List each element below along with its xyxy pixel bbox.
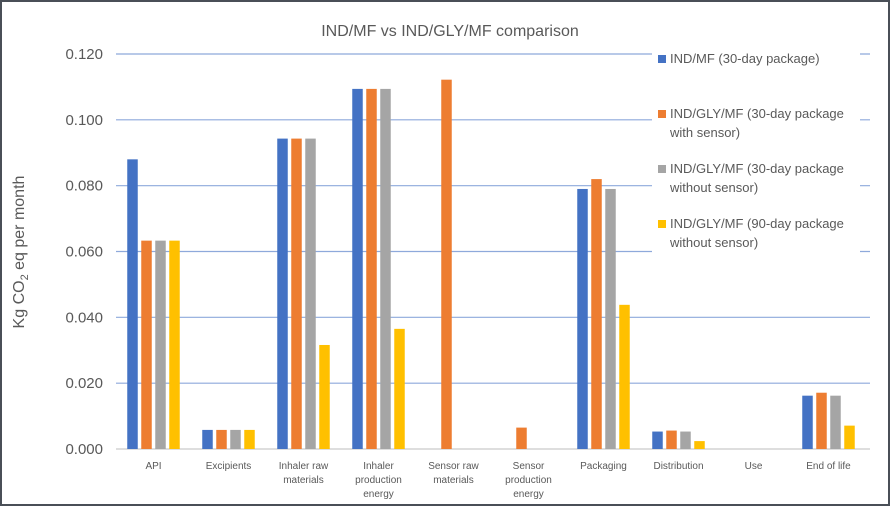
- legend-entry-line: with sensor): [669, 125, 740, 140]
- bar: [666, 430, 677, 449]
- x-tick-label-line: Excipients: [206, 461, 252, 472]
- bar: [141, 240, 152, 449]
- bar: [619, 304, 630, 449]
- bar: [230, 429, 241, 449]
- x-tick-label-line: energy: [513, 489, 544, 500]
- bar: [802, 395, 813, 449]
- x-tick-label-line: Distribution: [653, 461, 703, 472]
- x-tick-label-line: production: [355, 475, 402, 486]
- bar: [516, 427, 527, 449]
- legend-entry-line: IND/GLY/MF (90-day package: [670, 216, 844, 231]
- legend-entry-line: without sensor): [669, 235, 758, 250]
- x-tick-label-line: materials: [433, 475, 474, 486]
- bar: [830, 395, 841, 449]
- bar: [352, 88, 363, 450]
- x-tick-label-line: energy: [363, 489, 394, 500]
- bar: [155, 240, 166, 449]
- bar: [244, 429, 255, 449]
- bar: [577, 188, 588, 450]
- legend-swatch: [658, 55, 666, 63]
- x-tick-label: Inhaler raw materials: [279, 461, 329, 486]
- y-tick-label: 0.040: [65, 309, 103, 326]
- x-tick-label: API: [145, 461, 161, 472]
- x-tick-label-line: Inhaler raw: [279, 461, 329, 472]
- bar: [305, 138, 316, 450]
- y-tick-label: 0.020: [65, 375, 103, 392]
- legend-swatch: [658, 220, 666, 228]
- legend-entry: IND/GLY/MF (30-day package without sensor…: [669, 161, 844, 195]
- legend-entry: IND/GLY/MF (30-day package with sensor): [669, 106, 844, 140]
- bar: [127, 159, 138, 450]
- bar: [441, 79, 452, 450]
- legend-entry-line: IND/GLY/MF (30-day package: [670, 161, 844, 176]
- y-tick-label: 0.120: [65, 46, 103, 63]
- bar: [680, 431, 691, 449]
- bar: [652, 431, 663, 449]
- bar: [605, 188, 616, 450]
- legend-entry: IND/MF (30-day package): [670, 51, 820, 66]
- bar: [380, 88, 391, 450]
- x-tick-label: End of life: [806, 461, 851, 472]
- x-tick-label: Use: [745, 461, 763, 472]
- x-tick-label: Sensor production energy: [505, 461, 552, 500]
- x-tick-label-line: production: [505, 475, 552, 486]
- x-tick-label: Sensor raw materials: [428, 461, 479, 486]
- y-tick-label: 0.100: [65, 112, 103, 129]
- y-axis-label: Kg CO2 eq per month: [11, 176, 31, 329]
- bar: [169, 240, 180, 449]
- x-tick-label-line: Inhaler: [363, 461, 394, 472]
- x-tick-label-line: Sensor: [513, 461, 545, 472]
- legend-entry: IND/GLY/MF (90-day package without sensor…: [669, 216, 844, 250]
- x-tick-label-line: Use: [745, 461, 763, 472]
- legend-background: [652, 46, 860, 266]
- y-tick-label: 0.060: [65, 244, 103, 261]
- x-tick-label: Inhaler production energy: [355, 461, 402, 500]
- bar: [277, 138, 288, 450]
- y-tick-label: 0.000: [65, 441, 103, 458]
- bar: [844, 425, 855, 449]
- bar: [216, 429, 227, 449]
- x-tick-label-line: materials: [283, 475, 324, 486]
- bar: [816, 392, 827, 449]
- x-tick-label-line: End of life: [806, 461, 851, 472]
- bar: [319, 344, 330, 449]
- legend-entry-line: IND/MF (30-day package): [670, 51, 820, 66]
- x-tick-label-line: Packaging: [580, 461, 627, 472]
- x-tick-label: Distribution: [653, 461, 703, 472]
- x-tick-label: Excipients: [206, 461, 252, 472]
- legend-swatch: [658, 165, 666, 173]
- bar: [394, 328, 405, 449]
- bar: [291, 138, 302, 450]
- legend-swatch: [658, 110, 666, 118]
- bar: [366, 88, 377, 450]
- bar: [202, 429, 213, 449]
- bar: [591, 179, 602, 450]
- chart-title: IND/MF vs IND/GLY/MF comparison: [321, 23, 579, 40]
- x-tick-label-line: Sensor raw: [428, 461, 479, 472]
- legend-entry-line: without sensor): [669, 180, 758, 195]
- y-tick-label: 0.080: [65, 178, 103, 195]
- x-tick-label-line: API: [145, 461, 161, 472]
- legend-entry-line: IND/GLY/MF (30-day package: [670, 106, 844, 121]
- bar: [694, 441, 705, 449]
- x-tick-label: Packaging: [580, 461, 627, 472]
